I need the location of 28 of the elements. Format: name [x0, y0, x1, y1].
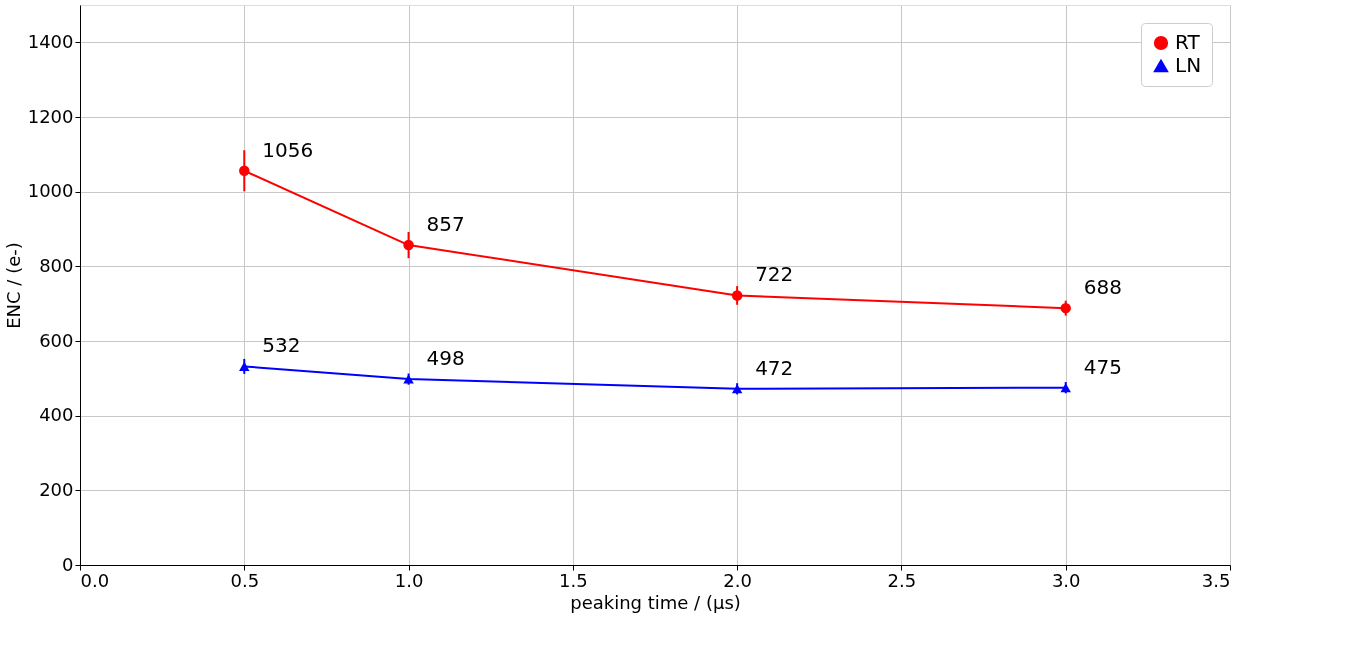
data-label: 472 — [755, 355, 794, 380]
legend-label: LN — [1175, 53, 1202, 77]
x-tick-label: 1.5 — [559, 569, 588, 591]
y-tick-label: 600 — [39, 329, 74, 351]
data-label: 722 — [755, 262, 794, 287]
y-tick-label: 1200 — [27, 105, 74, 127]
y-tick-label: 1000 — [27, 180, 74, 202]
data-label: 475 — [1083, 354, 1122, 379]
y-tick-label: 400 — [39, 404, 74, 426]
x-axis-title: peaking time / (μs) — [570, 591, 741, 613]
x-tick-label: 3.0 — [1051, 569, 1081, 591]
x-tick-label: 2.0 — [723, 569, 752, 591]
y-tick-label: 0 — [62, 553, 74, 575]
y-axis-title: ENC / (e-) — [2, 242, 24, 329]
data-label: 1056 — [262, 137, 314, 162]
x-tick-label: 0.5 — [230, 569, 260, 591]
data-label: 688 — [1083, 275, 1122, 300]
x-tick-label: 1.0 — [394, 569, 424, 591]
legend-label: RT — [1175, 30, 1201, 54]
y-tick-label: 1400 — [27, 30, 74, 52]
data-label: 498 — [426, 346, 465, 371]
x-tick-label: 0.0 — [80, 569, 110, 591]
y-tick-label: 200 — [39, 478, 74, 500]
data-label: 857 — [426, 212, 465, 237]
data-label: 532 — [262, 333, 301, 358]
y-tick-label: 800 — [39, 254, 74, 276]
x-tick-label: 2.5 — [887, 569, 917, 591]
x-tick-label: 3.5 — [1201, 569, 1231, 591]
